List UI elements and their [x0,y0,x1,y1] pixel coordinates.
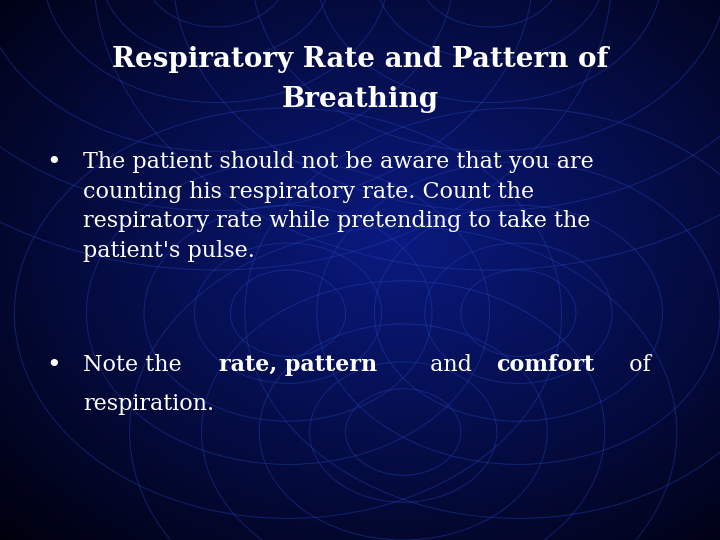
Text: rate, pattern: rate, pattern [220,354,377,376]
Text: The patient should not be aware that you are
counting his respiratory rate. Coun: The patient should not be aware that you… [83,151,593,262]
Text: of: of [623,354,651,376]
Text: Respiratory Rate and Pattern of: Respiratory Rate and Pattern of [112,46,608,73]
Text: comfort: comfort [495,354,594,376]
Text: and: and [423,354,480,376]
Text: Note the: Note the [83,354,189,376]
Text: •: • [47,151,61,174]
Text: respiration.: respiration. [83,393,214,415]
Text: •: • [47,354,61,377]
Text: Breathing: Breathing [282,86,438,113]
